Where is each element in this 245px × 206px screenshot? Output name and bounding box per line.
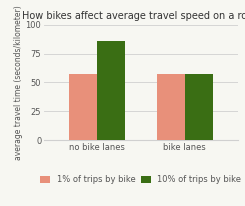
Y-axis label: average travel time (seconds/kilometer): average travel time (seconds/kilometer) [14,5,23,160]
Bar [185,74,213,140]
Bar [69,74,97,140]
Bar [97,41,125,140]
Title: How bikes affect average travel speed on a road: How bikes affect average travel speed on… [22,11,245,21]
Bar [157,74,185,140]
Legend: 1% of trips by bike, 10% of trips by bike: 1% of trips by bike, 10% of trips by bik… [40,175,241,184]
